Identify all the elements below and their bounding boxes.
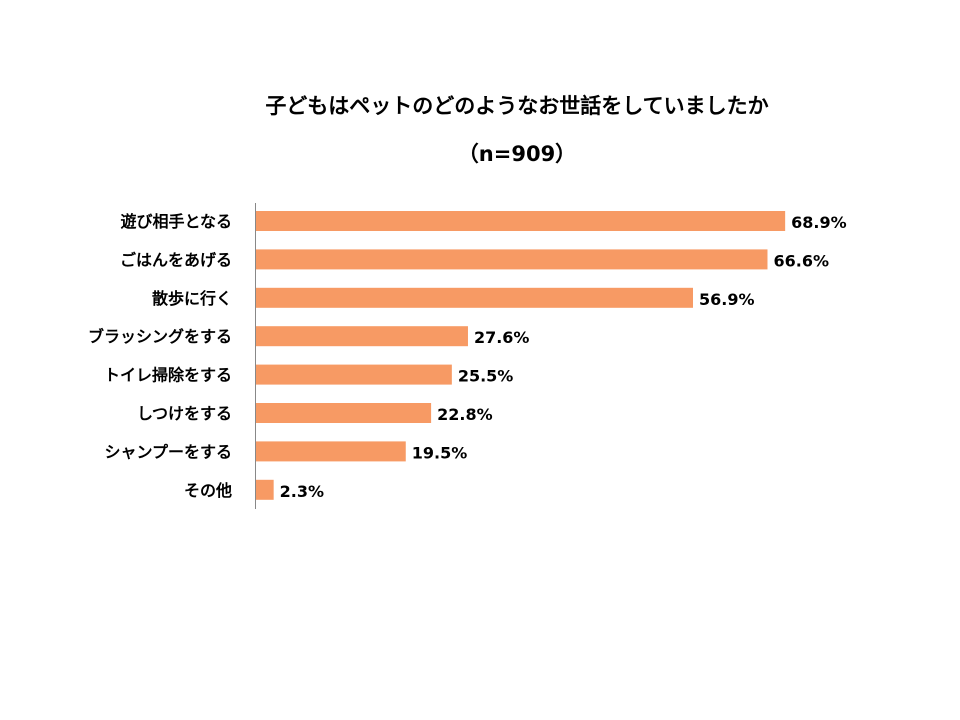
category-label: しつけをする [137, 404, 232, 423]
category-label: ごはんをあげる [120, 250, 232, 269]
category-label: その他 [184, 481, 232, 500]
bar [256, 326, 468, 347]
bar [256, 249, 768, 270]
bar [256, 479, 274, 500]
category-label: ブラッシングをする [88, 327, 232, 346]
chart-subtitle: （n=909） [458, 142, 576, 166]
data-label: 66.6% [773, 251, 829, 270]
bar [256, 287, 693, 308]
data-label: 27.6% [474, 328, 530, 347]
data-label: 19.5% [412, 443, 468, 462]
data-label: 2.3% [280, 482, 324, 501]
category-label: トイレ掃除をする [104, 366, 232, 385]
data-label: 56.9% [699, 290, 755, 309]
data-label: 68.9% [791, 213, 847, 232]
bar [256, 403, 432, 423]
chart-title: 子どもはペットのどのようなお世話をしていましたか [265, 94, 768, 118]
data-label: 25.5% [458, 367, 514, 386]
bar [256, 364, 452, 385]
category-label: 遊び相手となる [120, 212, 232, 231]
bar [256, 211, 786, 231]
category-label: シャンプーをする [104, 442, 232, 461]
category-label: 散歩に行く [152, 289, 232, 308]
data-label: 22.8% [437, 405, 493, 424]
bar [256, 441, 406, 462]
